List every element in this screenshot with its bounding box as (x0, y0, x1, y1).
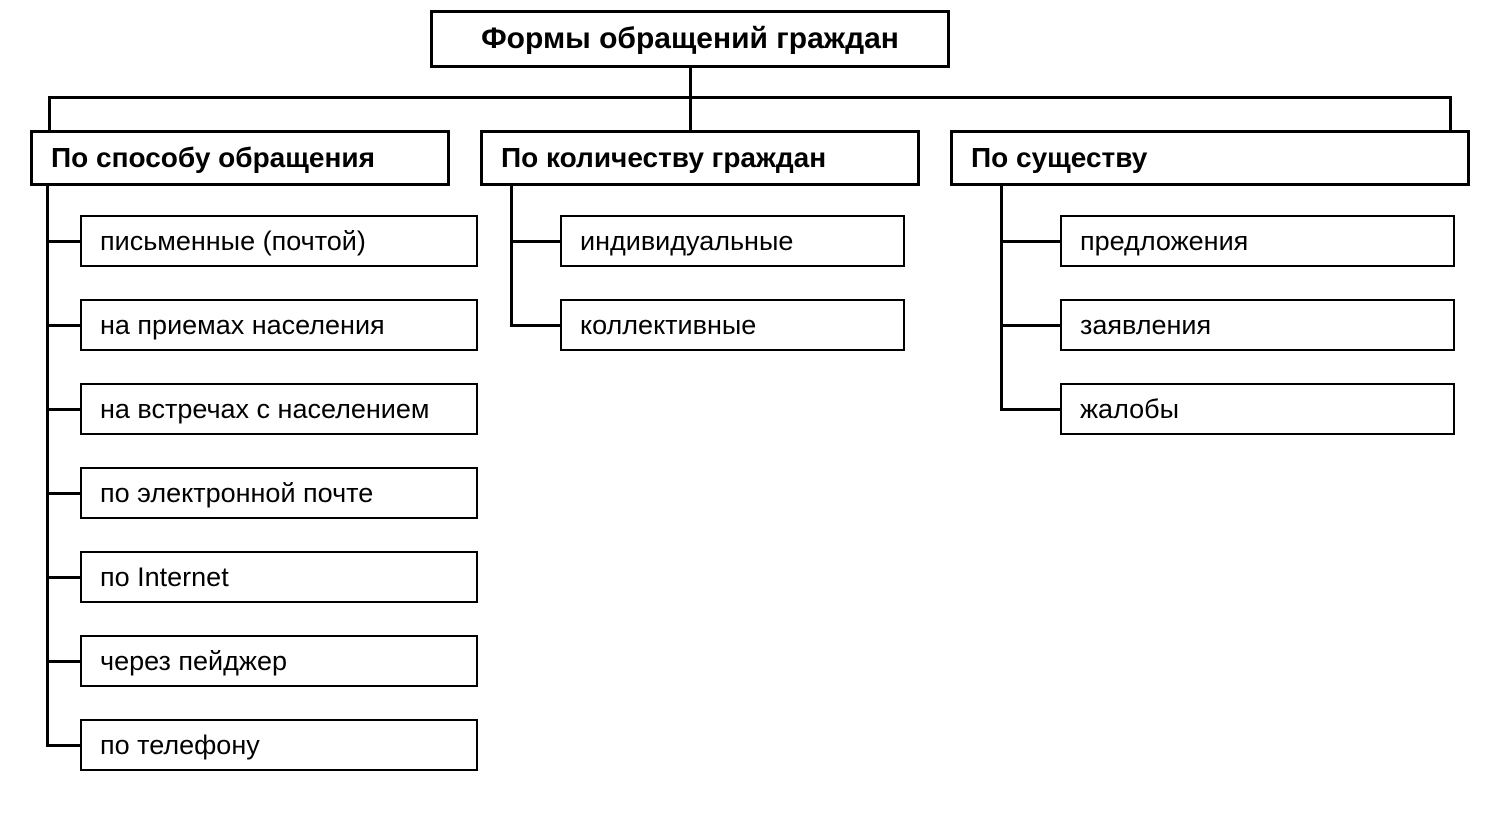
connector-drop-2 (689, 96, 692, 130)
connector-cat1-h-2 (46, 408, 80, 411)
category-node-1: По способу обращения (30, 130, 450, 186)
item-label-1-6: по телефону (100, 730, 260, 761)
connector-cat2-spine (510, 186, 513, 327)
connector-cat1-h-1 (46, 324, 80, 327)
connector-cat1-h-5 (46, 660, 80, 663)
item-node-1-0: письменные (почтой) (80, 215, 478, 267)
category-node-3: По существу (950, 130, 1470, 186)
category-label-1: По способу обращения (51, 142, 375, 174)
item-label-1-2: на встречах с населением (100, 394, 429, 425)
connector-cat2-h-0 (510, 240, 560, 243)
connector-cat3-h-1 (1000, 324, 1060, 327)
item-node-1-6: по телефону (80, 719, 478, 771)
root-label: Формы обращений граждан (481, 22, 899, 56)
category-label-3: По существу (971, 142, 1147, 174)
item-node-1-4: по Internet (80, 551, 478, 603)
item-node-1-5: через пейджер (80, 635, 478, 687)
item-node-3-1: заявления (1060, 299, 1455, 351)
category-node-2: По количеству граждан (480, 130, 920, 186)
item-label-2-0: индивидуальные (580, 226, 793, 257)
item-label-1-3: по электронной почте (100, 478, 373, 509)
connector-cat1-h-3 (46, 492, 80, 495)
root-node: Формы обращений граждан (430, 10, 950, 68)
item-label-3-0: предложения (1080, 226, 1248, 257)
connector-cat3-spine (1000, 186, 1003, 411)
item-label-1-0: письменные (почтой) (100, 226, 366, 257)
connector-cat3-h-0 (1000, 240, 1060, 243)
connector-drop-1 (48, 96, 51, 130)
item-node-1-1: на приемах населения (80, 299, 478, 351)
item-label-1-1: на приемах населения (100, 310, 385, 341)
connector-cat1-h-4 (46, 576, 80, 579)
connector-horizontal (48, 96, 1452, 99)
connector-cat3-h-2 (1000, 408, 1060, 411)
connector-cat2-h-1 (510, 324, 560, 327)
item-node-3-0: предложения (1060, 215, 1455, 267)
item-label-2-1: коллективные (580, 310, 756, 341)
category-label-2: По количеству граждан (501, 142, 826, 174)
item-label-1-5: через пейджер (100, 646, 287, 677)
item-label-1-4: по Internet (100, 562, 229, 593)
connector-cat1-h-6 (46, 744, 80, 747)
item-node-2-0: индивидуальные (560, 215, 905, 267)
item-node-1-3: по электронной почте (80, 467, 478, 519)
item-label-3-1: заявления (1080, 310, 1211, 341)
item-label-3-2: жалобы (1080, 394, 1179, 425)
connector-drop-3 (1449, 96, 1452, 130)
connector-cat1-h-0 (46, 240, 80, 243)
item-node-2-1: коллективные (560, 299, 905, 351)
connector-root-down (689, 68, 692, 98)
item-node-3-2: жалобы (1060, 383, 1455, 435)
item-node-1-2: на встречах с населением (80, 383, 478, 435)
